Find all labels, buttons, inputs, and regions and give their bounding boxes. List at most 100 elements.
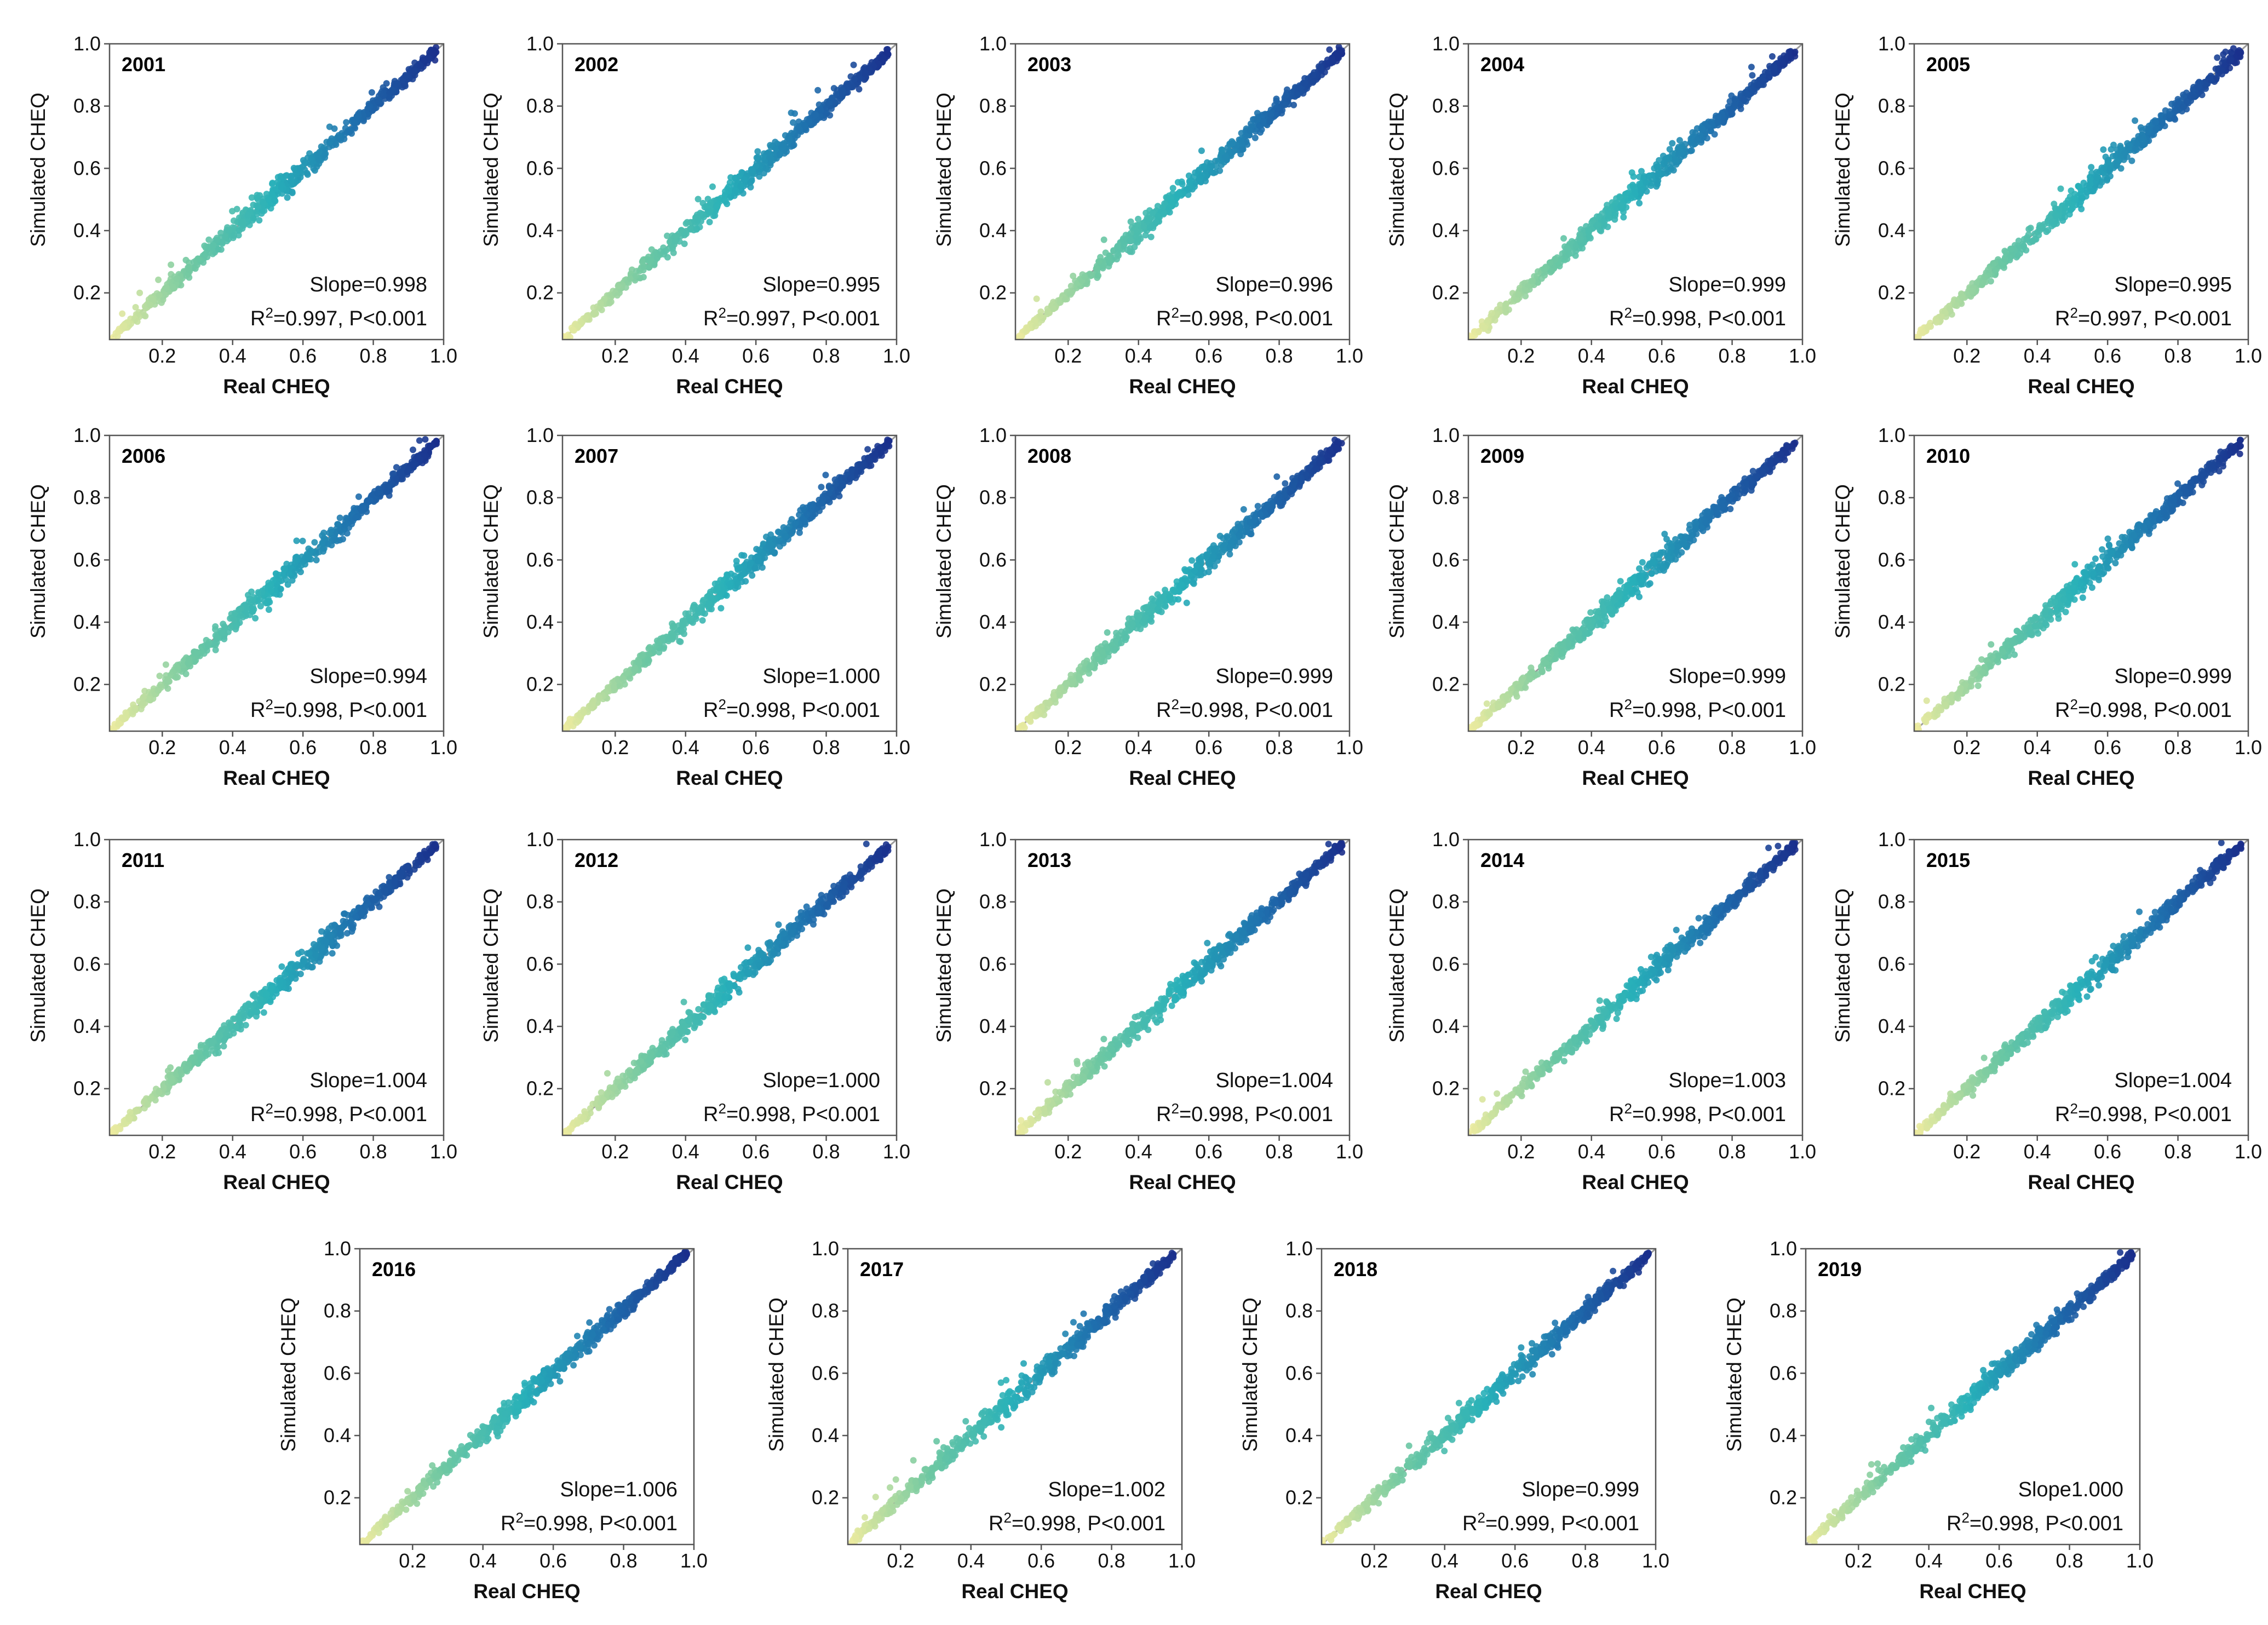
data-point [831, 476, 839, 483]
data-point [569, 326, 576, 334]
data-point [1726, 98, 1733, 105]
data-point [1132, 226, 1139, 233]
data-point [860, 461, 867, 468]
y-tick-label: 0.4 [979, 219, 1007, 242]
data-point [2051, 200, 2058, 208]
y-tick-label: 0.4 [526, 611, 554, 633]
data-point [1655, 170, 1662, 177]
plot-frame [561, 434, 898, 732]
data-point [737, 182, 744, 190]
data-point [433, 438, 440, 445]
data-point [388, 87, 395, 94]
data-point [2043, 228, 2050, 236]
plot-frame [1913, 43, 2249, 341]
data-point [1541, 266, 1548, 272]
data-point [1769, 53, 1776, 60]
data-point [293, 537, 300, 544]
y-tick-label: 0.4 [73, 219, 101, 242]
data-point [1202, 177, 1209, 185]
data-point [2110, 141, 2117, 148]
data-point [425, 54, 432, 61]
data-point [2139, 127, 2146, 134]
data-point [348, 130, 355, 137]
data-point [221, 623, 228, 630]
data-point [694, 217, 702, 224]
data-point [2124, 140, 2131, 147]
y-tick-label: 0.2 [73, 673, 101, 696]
data-point [155, 276, 162, 283]
data-point [1561, 256, 1568, 263]
data-point [2062, 214, 2069, 221]
data-point [336, 514, 343, 521]
data-point [1628, 169, 1635, 176]
data-point [2036, 222, 2043, 229]
data-point [205, 236, 213, 243]
data-point [219, 629, 226, 636]
data-point [173, 275, 180, 282]
data-point [2132, 117, 2139, 124]
data-point [299, 163, 306, 170]
data-point [343, 119, 350, 126]
panel-year-label: 2004 [1480, 53, 1524, 76]
data-point [828, 105, 835, 112]
data-point [221, 635, 228, 642]
data-point [273, 186, 279, 192]
data-point [886, 438, 893, 445]
data-point [566, 334, 573, 340]
data-point [1187, 185, 1194, 192]
y-axis-label: Simulated CHEQ [1386, 93, 1408, 247]
data-point [212, 646, 219, 653]
data-point [807, 502, 814, 508]
data-point [871, 450, 879, 457]
data-point [832, 481, 839, 488]
data-point [1239, 146, 1247, 153]
data-point [2031, 230, 2039, 237]
data-point [1987, 278, 1994, 285]
data-point [811, 112, 818, 119]
data-point [2055, 205, 2063, 213]
data-point [328, 526, 335, 533]
data-point [342, 521, 349, 529]
data-point [1653, 161, 1660, 168]
data-point [1672, 156, 1679, 163]
data-point [1938, 313, 1945, 320]
data-point [276, 591, 283, 598]
data-point [779, 141, 786, 148]
data-point [773, 146, 780, 153]
data-point [1665, 168, 1672, 175]
data-point [747, 559, 754, 566]
data-point [681, 240, 688, 248]
data-point [1294, 91, 1301, 99]
data-point [619, 675, 626, 682]
data-point [239, 613, 246, 621]
data-point [681, 618, 688, 625]
data-point [849, 466, 856, 473]
data-point [1106, 252, 1113, 259]
panel-year-label: 2006 [122, 445, 165, 467]
data-point [611, 686, 618, 693]
x-tick-label: 0.8 [813, 736, 840, 759]
x-tick-label: 0.6 [289, 736, 317, 759]
data-point [1991, 267, 1998, 274]
data-point [1643, 188, 1650, 195]
data-point [190, 259, 197, 266]
data-point [1699, 125, 1706, 133]
slope-annotation: Slope=0.995 [2115, 273, 2232, 296]
data-point [762, 165, 770, 172]
data-point [289, 188, 296, 196]
data-point [2114, 162, 2121, 169]
data-point [1707, 127, 1714, 134]
data-point [255, 203, 262, 210]
data-point [2226, 56, 2233, 64]
data-point [708, 594, 715, 601]
x-tick-label: 0.8 [360, 736, 387, 759]
data-point [411, 68, 418, 74]
data-point [2214, 54, 2221, 61]
data-point [1968, 287, 1976, 294]
data-point [2184, 98, 2191, 105]
data-point [1766, 74, 1772, 81]
data-point [2093, 174, 2100, 181]
data-point [2001, 256, 2008, 263]
